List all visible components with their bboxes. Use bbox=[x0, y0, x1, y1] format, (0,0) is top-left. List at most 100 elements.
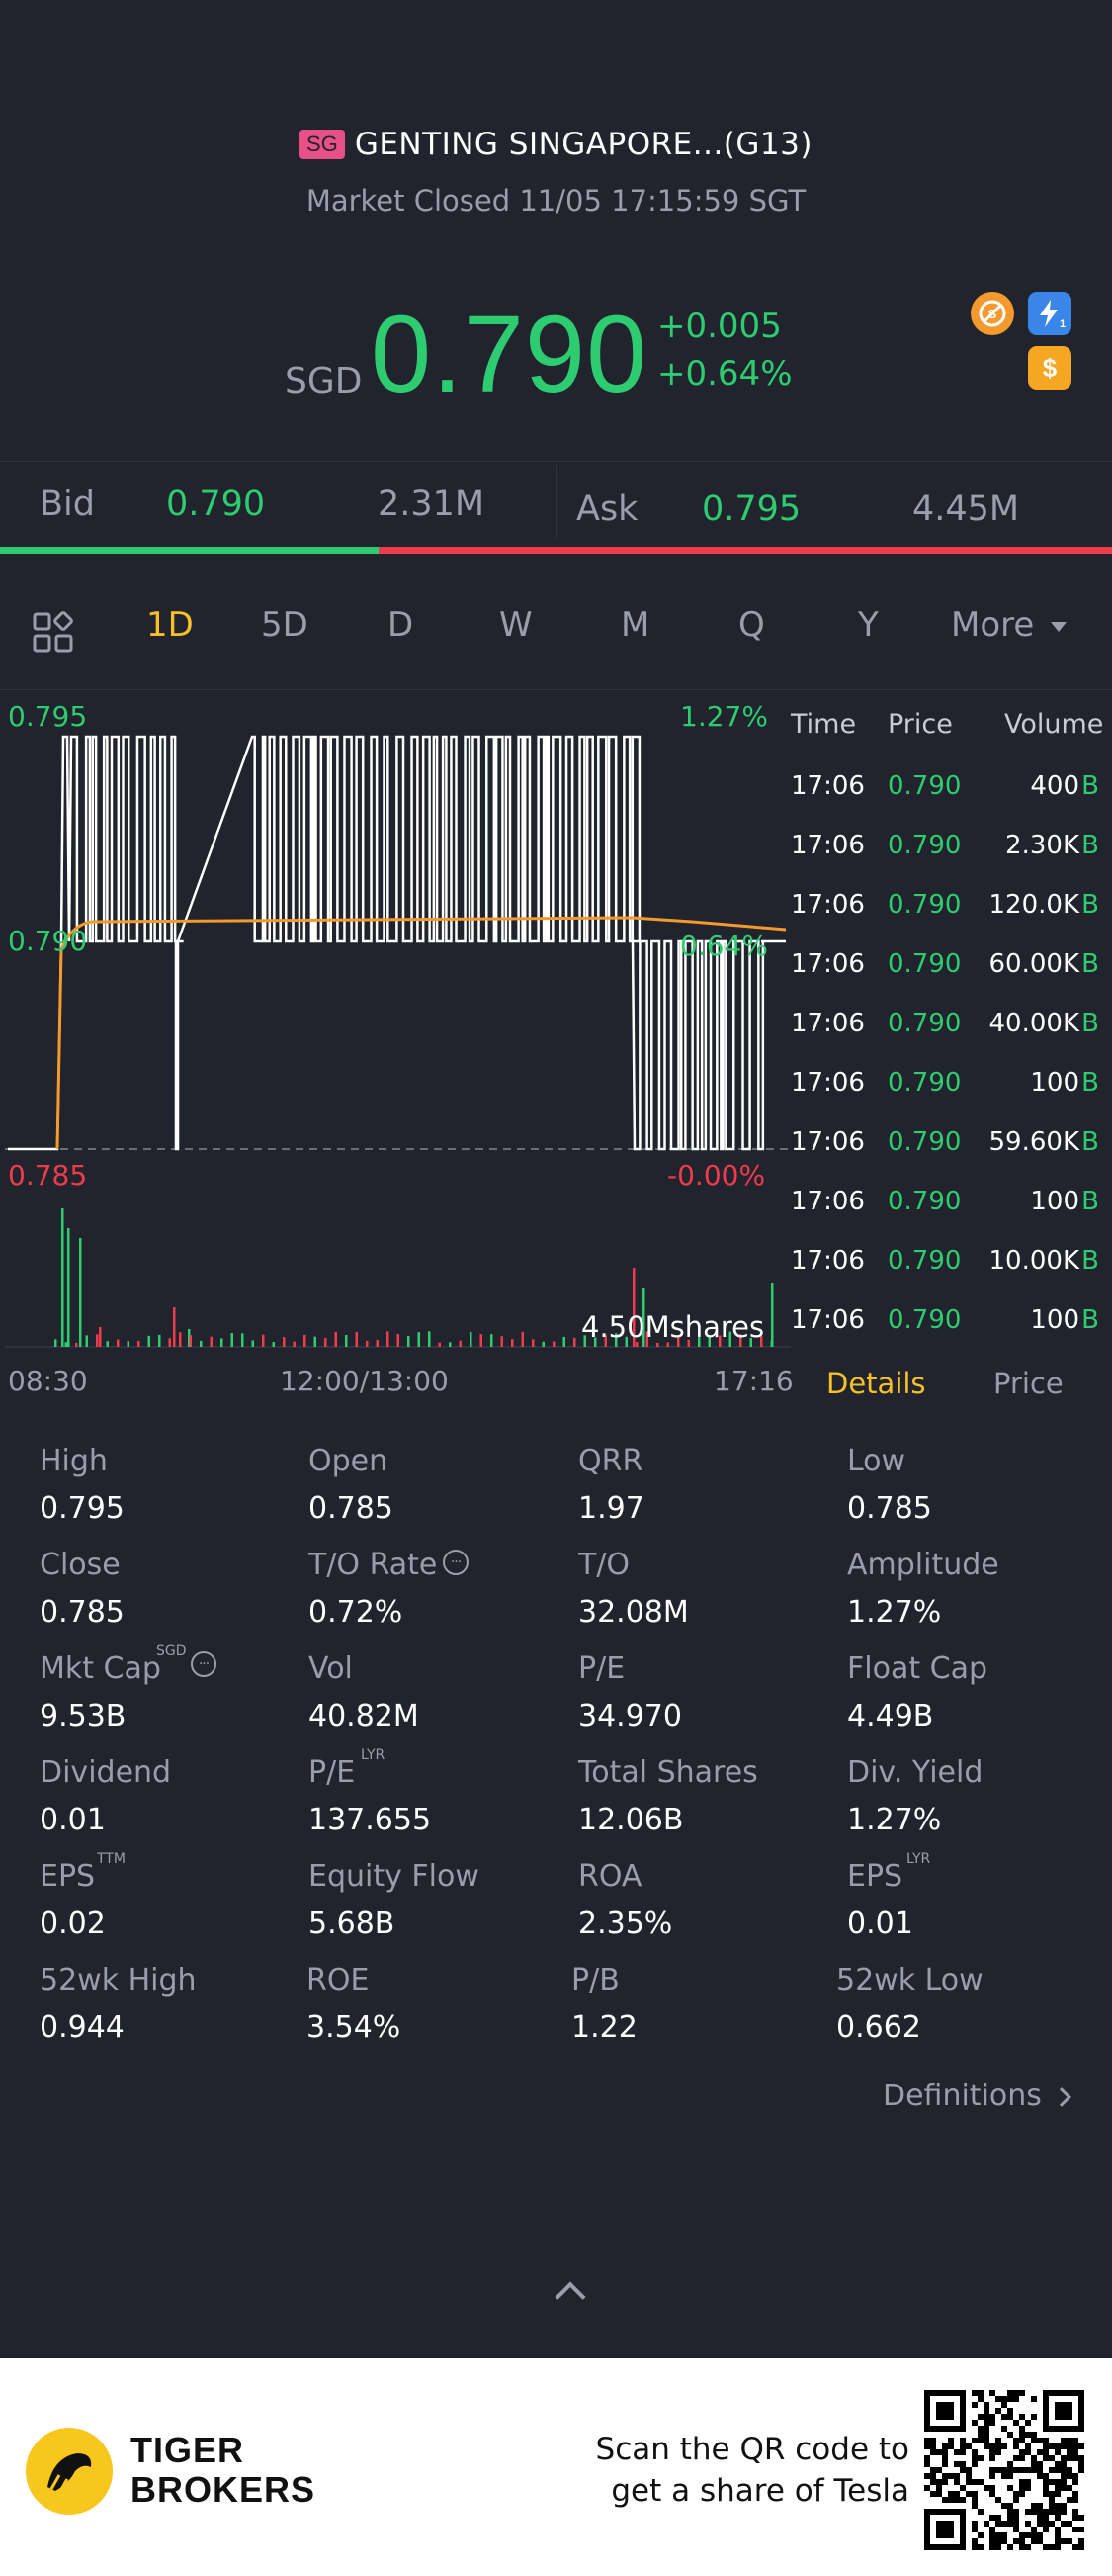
chevron-right-icon bbox=[1052, 2087, 1072, 2107]
volume-bar bbox=[615, 1333, 618, 1347]
volume-bar bbox=[386, 1331, 389, 1347]
trade-time: 17:06 bbox=[791, 1305, 865, 1335]
volume-bar bbox=[656, 1342, 659, 1347]
y-label-bottom: 0.785 bbox=[8, 1159, 88, 1192]
stat-value: 0.72% bbox=[308, 1595, 403, 1630]
chevron-up-icon[interactable] bbox=[555, 2281, 586, 2313]
no-short-icon[interactable]: S bbox=[971, 292, 1014, 335]
period-tab[interactable]: W bbox=[499, 605, 533, 645]
trade-time: 17:06 bbox=[791, 1009, 865, 1038]
volume-bar bbox=[417, 1332, 420, 1347]
volume-bar bbox=[106, 1341, 109, 1347]
volume-bar bbox=[438, 1342, 441, 1347]
trade-price: 0.790 bbox=[888, 890, 962, 920]
stat-label: Total Shares bbox=[578, 1755, 758, 1790]
trade-row: 17:06 0.790 59.60K B bbox=[781, 1127, 1099, 1187]
x-label-close: 17:16 bbox=[714, 1365, 794, 1397]
trade-time: 17:06 bbox=[791, 831, 865, 860]
trade-row: 17:06 0.790 60.00K B bbox=[781, 949, 1099, 1009]
period-tab[interactable]: 1D bbox=[146, 605, 194, 645]
market-badge: SG bbox=[299, 130, 345, 159]
stat-superscript: LYR bbox=[906, 1851, 931, 1867]
trade-price: 0.790 bbox=[888, 1187, 962, 1216]
stat-label: QRR bbox=[578, 1444, 643, 1478]
volume-bar bbox=[54, 1339, 57, 1347]
stat-label: ROE bbox=[306, 1963, 370, 1998]
period-tab[interactable]: 5D bbox=[261, 605, 308, 645]
scan-text-line-2: get a share of Tesla bbox=[611, 2473, 909, 2509]
stat-label: EPS bbox=[847, 1859, 903, 1894]
volume-bar bbox=[604, 1335, 607, 1347]
volume-bar bbox=[75, 1342, 78, 1347]
trade-volume: 100 bbox=[1030, 1187, 1079, 1216]
volume-bar bbox=[173, 1307, 176, 1347]
trade-row: 17:06 0.790 120.0K B bbox=[781, 890, 1099, 949]
volume-bar bbox=[303, 1334, 306, 1347]
volume-bar bbox=[633, 1268, 636, 1347]
volume-bar bbox=[479, 1334, 482, 1347]
trade-row: 17:06 0.790 10.00K B bbox=[781, 1246, 1099, 1305]
trade-volume: 2.30K bbox=[1005, 831, 1079, 860]
tiger-logo-icon bbox=[26, 2428, 113, 2515]
stat-label: Dividend bbox=[40, 1755, 172, 1790]
trade-price: 0.790 bbox=[888, 1068, 962, 1098]
stat-label: Vol bbox=[308, 1651, 353, 1686]
volume-bar bbox=[99, 1327, 102, 1347]
volume-bar bbox=[470, 1332, 472, 1347]
stat-value: 3.54% bbox=[306, 2010, 401, 2045]
dollar-icon[interactable]: $ bbox=[1028, 346, 1071, 390]
trade-volume: 120.0K bbox=[988, 890, 1079, 920]
volume-bar bbox=[85, 1335, 88, 1347]
stat-label: Close bbox=[40, 1548, 121, 1582]
stat-label: Amplitude bbox=[847, 1548, 999, 1582]
svg-text:1: 1 bbox=[1060, 318, 1066, 330]
volume-bar bbox=[562, 1336, 565, 1347]
volume-bar bbox=[147, 1335, 150, 1347]
intraday-chart[interactable] bbox=[0, 692, 791, 1355]
trade-row: 17:06 0.790 100 B bbox=[781, 1305, 1099, 1365]
volume-bar bbox=[251, 1340, 254, 1347]
last-price: 0.790 bbox=[371, 294, 648, 415]
chart-layout-icon[interactable] bbox=[32, 611, 75, 664]
stat-value: 0.944 bbox=[40, 2010, 125, 2045]
stat-value: 9.53B bbox=[40, 1699, 127, 1733]
flash-icon[interactable]: 1 bbox=[1028, 292, 1071, 335]
volume-bar bbox=[511, 1339, 514, 1347]
volume-label: 4.50Mshares bbox=[581, 1310, 765, 1344]
trade-side: B bbox=[1081, 949, 1099, 979]
tab-details[interactable]: Details bbox=[826, 1367, 926, 1400]
y-label-top: 0.795 bbox=[8, 700, 88, 733]
bid-ask-divider bbox=[556, 465, 557, 539]
divider bbox=[0, 689, 1112, 690]
trade-price: 0.790 bbox=[888, 1127, 962, 1157]
bid-label: Bid bbox=[40, 485, 95, 524]
trade-price: 0.790 bbox=[888, 1305, 962, 1335]
stat-value: 0.662 bbox=[836, 2010, 921, 2045]
volume-bar bbox=[158, 1334, 161, 1347]
definitions-link[interactable]: Definitions bbox=[883, 2079, 1072, 2113]
volume-bar bbox=[67, 1228, 70, 1347]
stock-title-row[interactable]: SG GENTING SINGAPORE...(G13) bbox=[0, 127, 1112, 162]
info-icon[interactable]: ··· bbox=[191, 1651, 216, 1677]
period-tab[interactable]: Q bbox=[738, 605, 765, 645]
pct-label-mid: 0.64% bbox=[680, 930, 768, 962]
stat-label: T/O Rate bbox=[308, 1548, 438, 1582]
trade-time: 17:06 bbox=[791, 1246, 865, 1276]
stat-label: P/E bbox=[578, 1651, 626, 1686]
trade-volume: 60.00K bbox=[988, 949, 1079, 979]
bid-strength-bar bbox=[0, 547, 379, 554]
info-icon[interactable]: ··· bbox=[443, 1550, 469, 1575]
volume-bar bbox=[428, 1331, 431, 1347]
period-tab[interactable]: M bbox=[621, 605, 650, 645]
tab-price[interactable]: Price bbox=[993, 1367, 1064, 1400]
period-tab[interactable]: D bbox=[387, 605, 414, 645]
period-tab[interactable]: Y bbox=[858, 605, 879, 645]
stat-label: ROA bbox=[578, 1859, 642, 1894]
stat-superscript: TTM bbox=[97, 1851, 126, 1867]
more-dropdown[interactable]: More bbox=[951, 605, 1068, 645]
trade-time: 17:06 bbox=[791, 1068, 865, 1098]
volume-bar bbox=[272, 1342, 275, 1347]
trade-side: B bbox=[1081, 1068, 1099, 1098]
volume-bar bbox=[283, 1337, 286, 1347]
stat-value: 12.06B bbox=[578, 1803, 684, 1837]
